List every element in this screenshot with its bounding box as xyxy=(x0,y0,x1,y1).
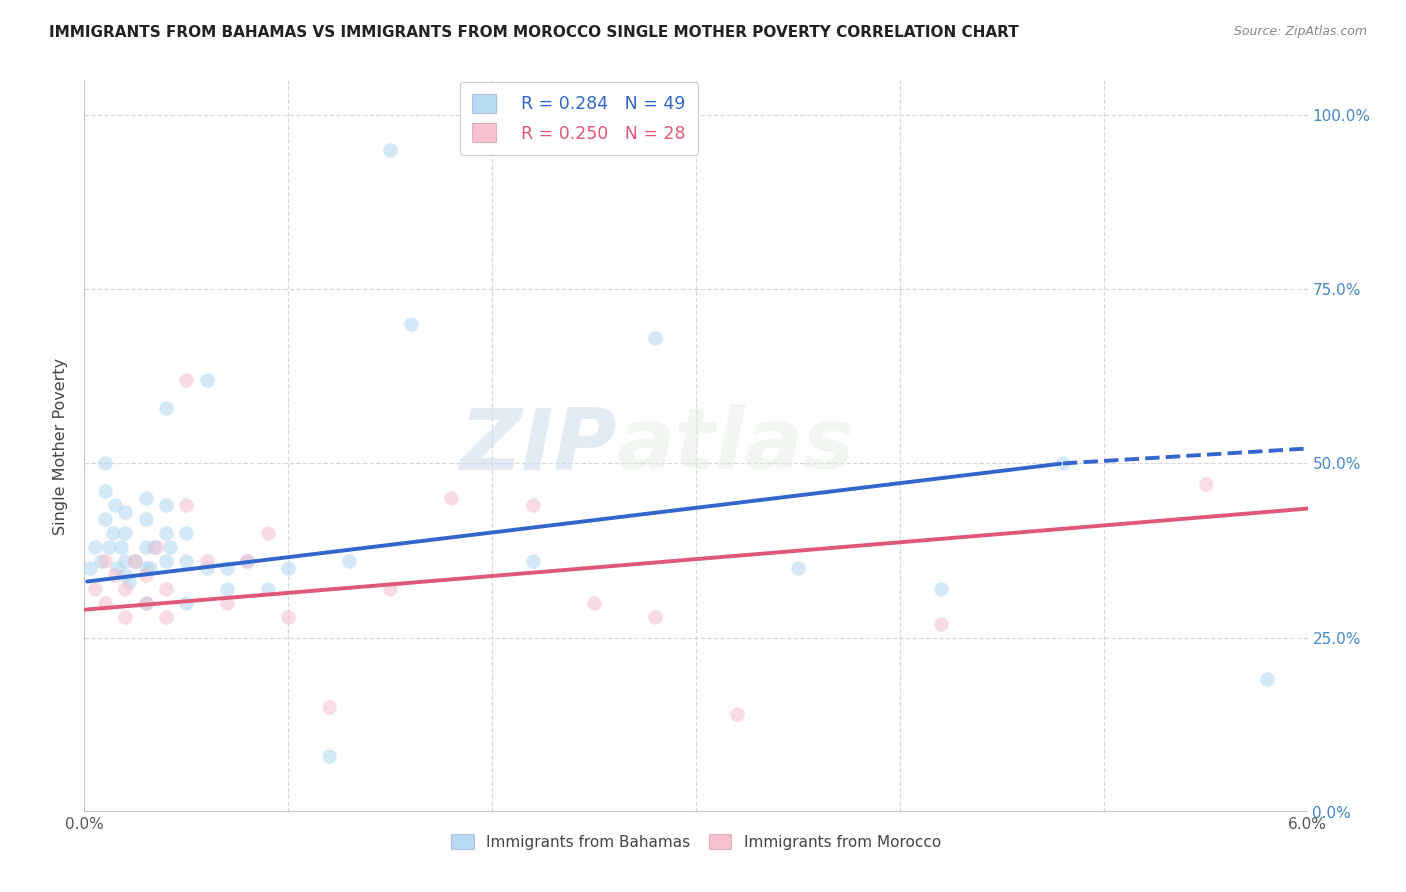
Point xyxy=(155,498,177,512)
Point xyxy=(79,561,101,575)
Point xyxy=(644,331,666,345)
Point xyxy=(277,561,299,575)
Point xyxy=(155,401,177,415)
Point xyxy=(380,143,402,157)
Point xyxy=(277,609,299,624)
Point xyxy=(380,582,402,596)
Point xyxy=(217,582,239,596)
Point xyxy=(135,596,157,610)
Point xyxy=(97,540,120,554)
Point xyxy=(217,596,239,610)
Point xyxy=(176,526,198,541)
Point xyxy=(83,540,105,554)
Point xyxy=(440,491,463,506)
Point xyxy=(236,554,259,568)
Point xyxy=(114,526,136,541)
Point xyxy=(110,540,132,554)
Point xyxy=(155,582,177,596)
Point xyxy=(176,498,198,512)
Point xyxy=(135,512,157,526)
Point xyxy=(83,582,105,596)
Point xyxy=(159,540,181,554)
Point xyxy=(135,561,157,575)
Point xyxy=(522,498,544,512)
Point xyxy=(114,505,136,519)
Point xyxy=(105,561,128,575)
Point xyxy=(257,582,280,596)
Point xyxy=(1195,477,1218,491)
Point xyxy=(114,554,136,568)
Point xyxy=(155,554,177,568)
Point xyxy=(104,567,127,582)
Point xyxy=(236,554,259,568)
Point xyxy=(725,707,748,722)
Point xyxy=(176,373,198,387)
Point xyxy=(583,596,606,610)
Point xyxy=(318,700,340,714)
Point xyxy=(93,554,117,568)
Text: IMMIGRANTS FROM BAHAMAS VS IMMIGRANTS FROM MOROCCO SINGLE MOTHER POVERTY CORRELA: IMMIGRANTS FROM BAHAMAS VS IMMIGRANTS FR… xyxy=(49,25,1019,40)
Point xyxy=(787,561,810,575)
Text: Source: ZipAtlas.com: Source: ZipAtlas.com xyxy=(1233,25,1367,38)
Text: atlas: atlas xyxy=(616,404,855,488)
Point xyxy=(176,554,198,568)
Point xyxy=(217,561,239,575)
Text: ZIP: ZIP xyxy=(458,404,616,488)
Point xyxy=(929,616,952,631)
Point xyxy=(257,526,280,541)
Point xyxy=(155,609,177,624)
Point xyxy=(135,491,157,506)
Point xyxy=(145,540,167,554)
Point xyxy=(90,554,112,568)
Point xyxy=(114,609,136,624)
Point xyxy=(124,554,146,568)
Point xyxy=(135,540,157,554)
Y-axis label: Single Mother Poverty: Single Mother Poverty xyxy=(53,358,69,534)
Point xyxy=(318,749,340,764)
Point xyxy=(124,554,146,568)
Point xyxy=(644,609,666,624)
Point xyxy=(138,561,160,575)
Point xyxy=(93,596,117,610)
Point xyxy=(1256,673,1278,687)
Point xyxy=(101,526,124,541)
Point xyxy=(1052,457,1074,471)
Point xyxy=(522,554,544,568)
Point xyxy=(104,498,127,512)
Point xyxy=(114,582,136,596)
Point xyxy=(155,526,177,541)
Point xyxy=(399,317,422,331)
Point xyxy=(118,574,141,589)
Point xyxy=(195,554,218,568)
Point xyxy=(93,457,117,471)
Point xyxy=(142,540,165,554)
Point xyxy=(929,582,952,596)
Legend: Immigrants from Bahamas, Immigrants from Morocco: Immigrants from Bahamas, Immigrants from… xyxy=(441,824,950,859)
Point xyxy=(135,596,157,610)
Point xyxy=(195,561,218,575)
Point xyxy=(135,567,157,582)
Point xyxy=(114,567,136,582)
Point xyxy=(176,596,198,610)
Point xyxy=(339,554,361,568)
Point xyxy=(93,512,117,526)
Point xyxy=(195,373,218,387)
Point xyxy=(93,484,117,499)
